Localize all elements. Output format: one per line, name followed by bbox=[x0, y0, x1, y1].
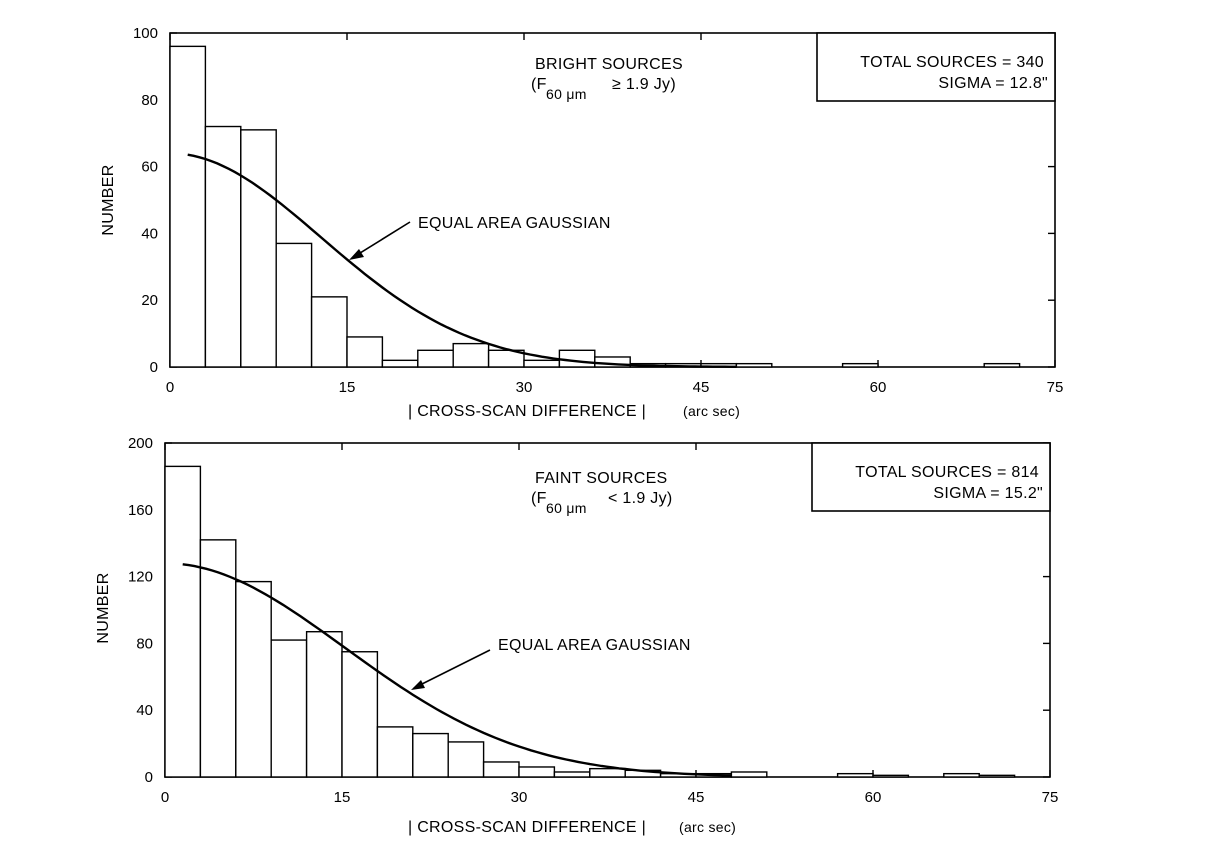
top-curve-arrow-head bbox=[349, 249, 364, 260]
top-ytick-label-4: 80 bbox=[141, 92, 158, 109]
bottom-bar-10 bbox=[518, 766, 556, 778]
top-bar-18 bbox=[983, 362, 1021, 368]
bottom-ytick-label-2: 80 bbox=[136, 635, 153, 652]
bottom-xtick-label-0: 0 bbox=[161, 789, 169, 806]
bottom-ytick-label-3: 120 bbox=[128, 569, 153, 586]
top-xtick-label-0: 0 bbox=[166, 379, 174, 396]
bottom-xtick-label-4: 60 bbox=[865, 789, 882, 806]
bottom-x-axis-units: (arc sec) bbox=[679, 819, 736, 835]
top-x-axis-label: | CROSS-SCAN DIFFERENCE | bbox=[408, 403, 646, 420]
bottom-bar-20 bbox=[978, 774, 1016, 778]
bottom-bar-2 bbox=[235, 580, 272, 778]
top-title-band: 60 μm bbox=[546, 86, 587, 102]
top-bar-0 bbox=[169, 45, 207, 368]
bottom-ytick-label-0: 0 bbox=[145, 769, 153, 786]
bottom-bar-5 bbox=[341, 651, 379, 778]
bottom-stats-box bbox=[811, 442, 1051, 512]
top-xtick-label-5: 75 bbox=[1047, 379, 1064, 396]
top-ytick-label-1: 20 bbox=[141, 292, 158, 309]
top-total-sources: TOTAL SOURCES = 340 bbox=[860, 54, 1044, 71]
bottom-curve-label: EQUAL AREA GAUSSIAN bbox=[498, 637, 691, 654]
bottom-title-band: 60 μm bbox=[546, 500, 587, 516]
bottom-bar-17 bbox=[836, 772, 874, 778]
top-y-axis-label: NUMBER bbox=[100, 164, 117, 235]
top-bar-5 bbox=[346, 336, 384, 368]
top-bar-17 bbox=[841, 362, 879, 368]
top-title-flux: (F bbox=[531, 76, 547, 93]
bottom-bar-4 bbox=[305, 631, 343, 778]
top-xtick-label-1: 15 bbox=[339, 379, 356, 396]
bottom-total-sources: TOTAL SOURCES = 814 bbox=[855, 464, 1039, 481]
top-curve-label: EQUAL AREA GAUSSIAN bbox=[418, 215, 611, 232]
bottom-gaussian-curve bbox=[182, 563, 732, 777]
top-bars bbox=[169, 45, 1021, 368]
top-gaussian-curve bbox=[187, 153, 737, 368]
top-bar-10 bbox=[523, 359, 561, 368]
bottom-xtick-label-3: 45 bbox=[688, 789, 705, 806]
bottom-curve-arrow-head bbox=[411, 680, 425, 690]
bottom-ytick-label-5: 200 bbox=[128, 435, 153, 452]
top-bar-8 bbox=[452, 342, 490, 368]
top-x-axis-units: (arc sec) bbox=[683, 403, 740, 419]
bottom-bar-3 bbox=[270, 639, 308, 778]
top-bar-6 bbox=[381, 359, 419, 368]
bottom-title-threshold: < 1.9 Jy) bbox=[608, 490, 673, 507]
bottom-curve-arrow-line bbox=[413, 649, 491, 689]
bottom-bar-19 bbox=[943, 772, 980, 778]
top-curve-arrow-line bbox=[351, 221, 411, 259]
top-ytick-label-3: 60 bbox=[141, 159, 158, 176]
top-bar-7 bbox=[417, 349, 454, 368]
bottom-sigma: SIGMA = 15.2" bbox=[933, 485, 1043, 502]
top-title-threshold: ≥ 1.9 Jy) bbox=[612, 76, 676, 93]
bottom-bar-6 bbox=[376, 726, 414, 778]
bottom-title-flux: (F bbox=[531, 490, 547, 507]
top-bar-3 bbox=[275, 242, 313, 368]
faint-sources-panel: 0 15 30 45 60 75 0 40 80 120 160 200 EQUAL AREA GAU… bbox=[95, 435, 1058, 836]
bottom-bar-16 bbox=[730, 771, 768, 778]
bottom-bar-9 bbox=[482, 761, 520, 778]
bottom-bar-7 bbox=[412, 732, 449, 778]
top-bar-2 bbox=[240, 129, 277, 368]
top-ytick-label-0: 0 bbox=[150, 359, 158, 376]
top-ytick-label-2: 40 bbox=[141, 225, 158, 242]
top-bar-4 bbox=[310, 296, 348, 368]
bottom-xtick-label-1: 15 bbox=[334, 789, 351, 806]
bottom-xtick-label-5: 75 bbox=[1042, 789, 1059, 806]
bottom-bar-12 bbox=[589, 767, 626, 778]
bottom-bar-11 bbox=[553, 771, 591, 778]
top-xtick-label-2: 30 bbox=[516, 379, 533, 396]
top-title: BRIGHT SOURCES bbox=[535, 56, 683, 73]
bottom-xtick-label-2: 30 bbox=[511, 789, 528, 806]
bottom-y-axis-label: NUMBER bbox=[95, 572, 112, 643]
top-bar-11 bbox=[558, 349, 596, 368]
bottom-title: FAINT SOURCES bbox=[535, 470, 668, 487]
bottom-bar-18 bbox=[872, 774, 910, 778]
bottom-ytick-label-4: 160 bbox=[128, 502, 153, 519]
bright-sources-panel: 0 15 30 45 60 75 0 20 40 60 80 100 EQUAL AREA GAUSS… bbox=[100, 25, 1063, 420]
top-xtick-label-3: 45 bbox=[693, 379, 710, 396]
top-bar-16 bbox=[735, 362, 773, 368]
bottom-bars bbox=[164, 465, 1016, 778]
top-bar-1 bbox=[204, 125, 242, 368]
top-ytick-label-5: 100 bbox=[133, 25, 158, 42]
bottom-bar-1 bbox=[199, 539, 237, 778]
bottom-x-axis-label: | CROSS-SCAN DIFFERENCE | bbox=[408, 819, 646, 836]
top-stats-box bbox=[816, 32, 1056, 102]
bottom-bar-8 bbox=[447, 741, 485, 778]
top-sigma: SIGMA = 12.8" bbox=[938, 75, 1048, 92]
top-xtick-label-4: 60 bbox=[870, 379, 887, 396]
bottom-bar-0 bbox=[164, 465, 202, 778]
bottom-ytick-label-1: 40 bbox=[136, 702, 153, 719]
